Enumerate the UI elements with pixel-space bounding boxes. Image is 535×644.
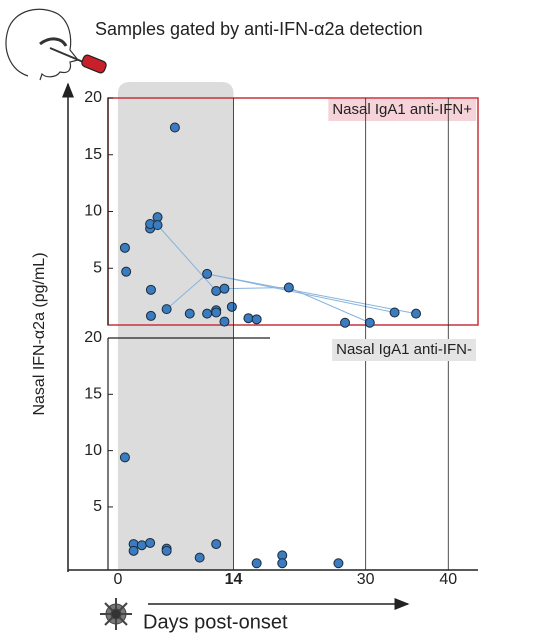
data-point bbox=[219, 283, 230, 294]
y-tick-label: 20 bbox=[84, 89, 102, 106]
shade-layer bbox=[117, 82, 234, 570]
data-point bbox=[161, 545, 172, 556]
chart-title: Samples gated by anti-IFN-α2a detection bbox=[95, 19, 423, 39]
data-point bbox=[340, 317, 351, 328]
y-axis-label: Nasal IFN-α2a (pg/mL) bbox=[31, 252, 48, 415]
y-tick-label: 10 bbox=[84, 203, 102, 220]
data-point bbox=[211, 307, 222, 318]
x-tick-label: 0 bbox=[113, 571, 122, 588]
x-axis-label: Days post-onset bbox=[143, 611, 288, 633]
x-tick-label: 30 bbox=[357, 571, 375, 588]
y-tick-label: 5 bbox=[93, 259, 102, 276]
data-point bbox=[211, 285, 222, 296]
x-tick-label: 14 bbox=[225, 571, 243, 588]
data-point bbox=[243, 313, 254, 324]
data-point bbox=[277, 558, 288, 569]
data-point bbox=[119, 242, 130, 253]
data-point bbox=[184, 308, 195, 319]
data-point bbox=[136, 540, 147, 551]
panel-annotation: Nasal IgA1 anti-IFN+ bbox=[332, 101, 472, 118]
panel-annotation: Nasal IgA1 anti-IFN- bbox=[336, 341, 472, 358]
y-tick-label: 15 bbox=[84, 146, 102, 163]
data-point bbox=[202, 308, 213, 319]
x-tick-label: 40 bbox=[439, 571, 457, 588]
data-point bbox=[211, 539, 222, 550]
data-point bbox=[128, 545, 139, 556]
swab-icon bbox=[5, 8, 107, 81]
y-tick-label: 20 bbox=[84, 329, 102, 346]
data-point bbox=[283, 282, 294, 293]
data-point bbox=[152, 220, 163, 231]
data-point bbox=[411, 308, 422, 319]
trajectory bbox=[157, 224, 217, 292]
y-tick-label: 15 bbox=[84, 386, 102, 403]
data-point bbox=[219, 316, 230, 327]
y-tick-label: 5 bbox=[93, 498, 102, 515]
data-point bbox=[364, 317, 375, 328]
virus-icon bbox=[100, 598, 132, 630]
data-point bbox=[226, 301, 237, 312]
data-point bbox=[121, 266, 132, 277]
data-point bbox=[161, 304, 172, 315]
data-point bbox=[194, 552, 205, 563]
data-point bbox=[389, 307, 400, 318]
data-point bbox=[145, 537, 156, 548]
shade-region bbox=[117, 82, 234, 570]
data-point bbox=[333, 558, 344, 569]
y-tick-label: 10 bbox=[84, 442, 102, 459]
data-point bbox=[145, 310, 156, 321]
data-point bbox=[119, 452, 130, 463]
data-point bbox=[202, 268, 213, 279]
data-point bbox=[169, 122, 180, 133]
data-point bbox=[251, 314, 262, 325]
data-point bbox=[145, 284, 156, 295]
annotation-box bbox=[332, 339, 476, 361]
data-point bbox=[251, 558, 262, 569]
